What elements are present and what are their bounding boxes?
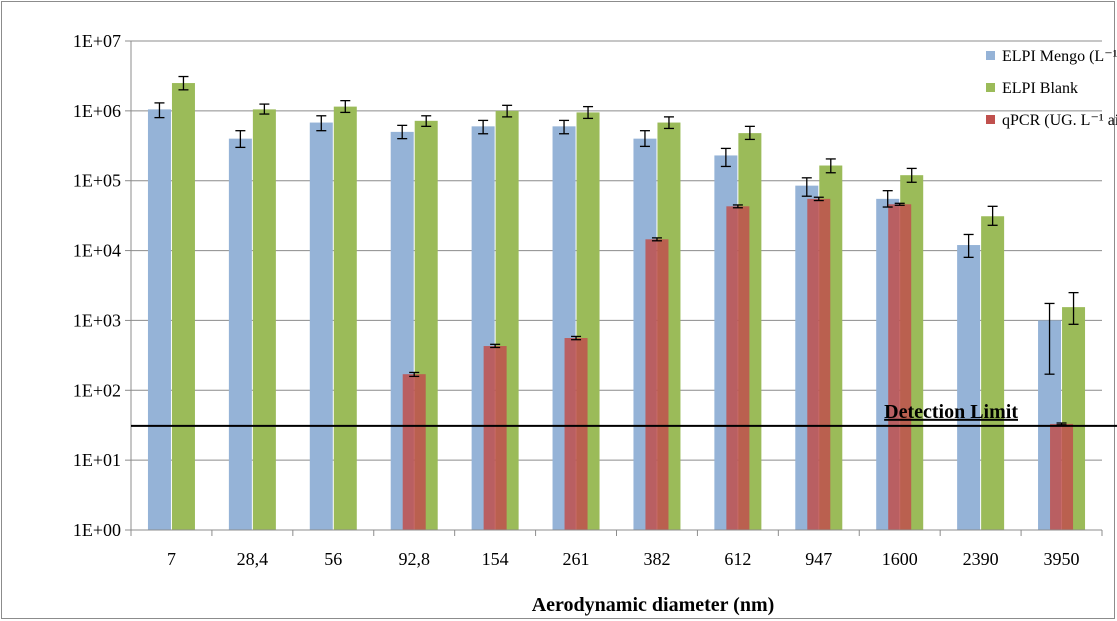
bar [228,138,252,530]
bar [888,204,912,530]
legend-label: ELPI Mengo (L⁻¹ air) [1002,48,1117,65]
x-axis-title: Aerodynamic diameter (nm) [532,594,775,616]
legend-label: ELPI Blank [1002,80,1078,97]
y-tick-label: 1E+05 [73,171,121,191]
x-tick-label: 154 [482,549,509,569]
error-bars [154,75,1079,426]
bar [333,106,357,530]
bar [645,239,669,531]
bars [147,83,1086,531]
x-tick-label: 7 [167,549,176,569]
y-tick-label: 1E+04 [73,241,121,261]
legend-swatch [986,51,995,60]
legend-label: qPCR (UG. L⁻¹ air) [1002,112,1117,129]
legend-swatch [986,115,995,124]
legend: ELPI Mengo (L⁻¹ air) ELPI Blank qPCR (UG. … [986,48,1117,129]
x-tick-label: 1600 [882,549,918,569]
x-tick-label: 56 [324,549,342,569]
x-tick-label: 947 [805,549,832,569]
gridlines [131,40,1102,461]
axes: 1E+00 1E+01 1E+02 1E+03 1E+04 1E+05 1E+06 1E+07… [73,31,1103,569]
detection-limit-label: Detection Limit [884,401,1018,423]
x-tick-label: 382 [643,549,670,569]
y-tick-label: 1E+01 [73,450,121,470]
bar [171,83,195,530]
x-tick-label: 612 [724,549,751,569]
bar [252,109,276,530]
x-tick-label: 2390 [963,549,999,569]
x-tick-label: 261 [563,549,590,569]
x-tick-label: 92,8 [398,549,430,569]
x-tick-label: 28,4 [237,549,269,569]
legend-swatch [986,83,995,92]
y-tick-label: 1E+02 [73,380,121,400]
annotations: Detection Limit [131,401,1117,427]
bar [981,216,1005,530]
bar [564,338,588,530]
x-tick-label: 3950 [1044,549,1080,569]
bar [726,206,750,530]
bar [1050,423,1074,530]
y-tick-label: 1E+07 [73,31,121,51]
bar [483,346,507,530]
y-tick-label: 1E+06 [73,101,121,121]
y-tick-label: 1E+03 [73,310,121,330]
y-tick-label: 1E+00 [73,520,121,540]
bar [957,245,981,531]
bar [309,122,333,531]
bar [402,374,426,530]
bar [807,198,831,530]
bar [147,109,171,530]
